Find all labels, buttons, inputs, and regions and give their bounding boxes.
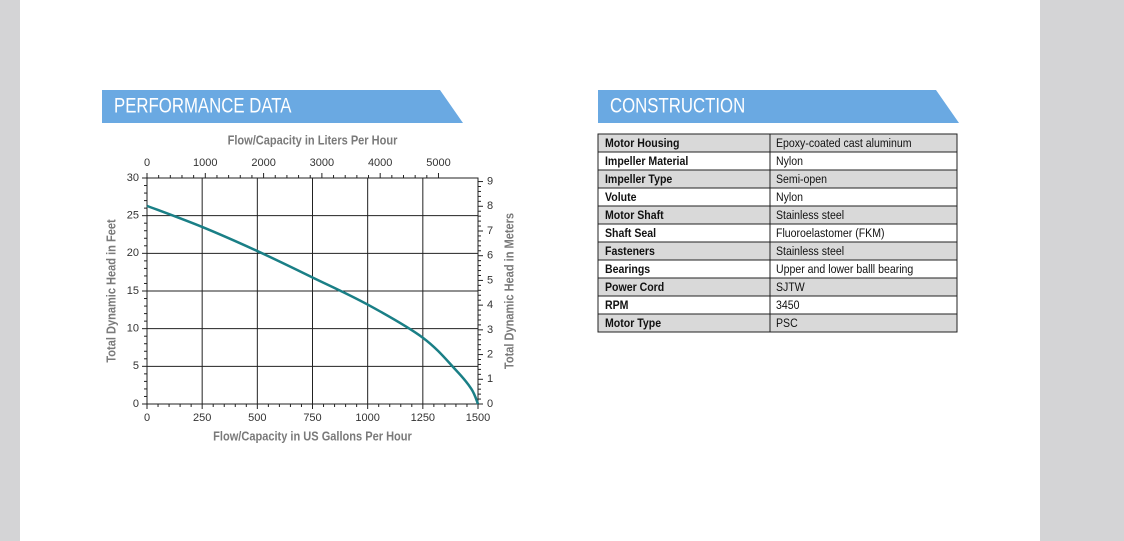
row-value: Stainless steel [776, 210, 844, 223]
x-tick-label: 0 [144, 412, 150, 424]
row-value: Nylon [776, 156, 803, 169]
row-value: PSC [776, 318, 798, 331]
x2-tick-label: 0 [144, 157, 150, 169]
y-tick-label: 25 [127, 210, 139, 222]
row-label: Impeller Type [605, 174, 672, 187]
row-value: Semi-open [776, 174, 827, 187]
y2-axis-title: Total Dynamic Head in Meters [502, 213, 517, 369]
row-label: Shaft Seal [605, 228, 656, 241]
y2-tick-label: 5 [487, 274, 493, 286]
x-tick-label: 250 [193, 412, 211, 424]
y-tick-label: 10 [127, 323, 139, 335]
x-tick-label: 1500 [466, 412, 490, 424]
y-tick-label: 15 [127, 285, 139, 297]
section-banner [598, 90, 959, 123]
spec-table: Motor Housing Epoxy-coated cast aluminum I… [597, 133, 958, 333]
y2-tick-label: 3 [487, 324, 493, 336]
row-value: Upper and lower balll bearing [776, 264, 913, 277]
y2-tick-label: 9 [487, 175, 493, 187]
row-label: Bearings [605, 264, 650, 277]
row-value: Epoxy-coated cast aluminum [776, 138, 912, 151]
row-label: Motor Housing [605, 138, 680, 151]
y2-tick-label: 6 [487, 250, 493, 262]
y-tick-label: 0 [133, 398, 139, 410]
row-label: Power Cord [605, 282, 664, 295]
x2-tick-label: 1000 [193, 157, 217, 169]
x-tick-label: 500 [248, 412, 266, 424]
y2-tick-label: 8 [487, 200, 493, 212]
y-tick-label: 30 [127, 172, 139, 184]
x-tick-label: 1250 [411, 412, 435, 424]
row-label: Volute [605, 192, 636, 205]
row-label: Impeller Material [605, 156, 688, 169]
x-tick-label: 750 [303, 412, 321, 424]
x2-axis-title: Flow/Capacity in Liters Per Hour [228, 133, 398, 148]
row-value: Nylon [776, 192, 803, 205]
y-tick-label: 20 [127, 247, 139, 259]
x-tick-label: 1000 [355, 412, 379, 424]
performance-curve [146, 204, 480, 405]
y-tick-label: 5 [133, 360, 139, 372]
x2-tick-label: 2000 [251, 157, 275, 169]
y-axis-title: Total Dynamic Head in Feet [104, 219, 119, 362]
section-banner [102, 90, 463, 123]
x2-tick-label: 3000 [310, 157, 334, 169]
row-value: 3450 [776, 300, 799, 313]
y2-tick-label: 1 [487, 373, 493, 385]
row-label: Fasteners [605, 246, 655, 259]
section-title: CONSTRUCTION [610, 95, 745, 118]
row-value: Fluoroelastomer (FKM) [776, 228, 885, 241]
x-axis-title: Flow/Capacity in US Gallons Per Hour [213, 429, 412, 444]
table-row [597, 313, 958, 333]
section-title: PERFORMANCE DATA [114, 95, 292, 118]
y2-tick-label: 4 [487, 299, 493, 311]
y2-tick-label: 2 [487, 348, 493, 360]
row-value: SJTW [776, 282, 805, 295]
x2-tick-label: 4000 [368, 157, 392, 169]
row-label: Motor Shaft [605, 210, 664, 223]
row-value: Stainless steel [776, 246, 844, 259]
y2-tick-label: 7 [487, 225, 493, 237]
y2-tick-label: 0 [487, 398, 493, 410]
row-label: Motor Type [605, 318, 661, 331]
row-label: RPM [605, 300, 628, 313]
x2-tick-label: 5000 [426, 157, 450, 169]
